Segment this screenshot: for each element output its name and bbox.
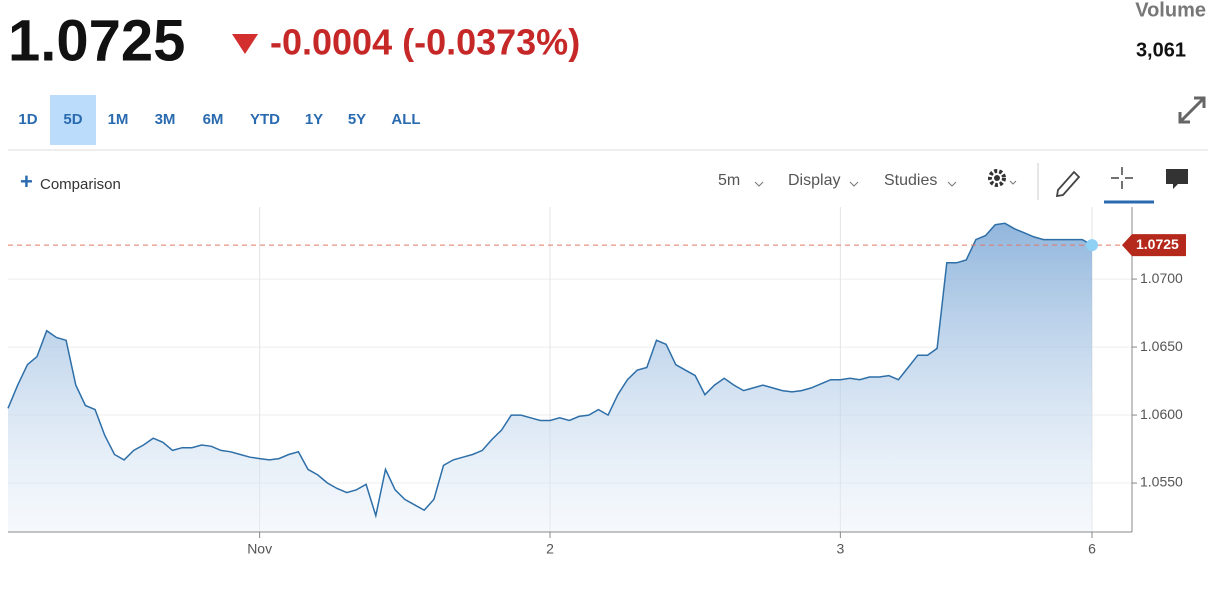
last-price-label: 1.0725 xyxy=(1136,236,1179,252)
range-button[interactable]: 1M xyxy=(108,111,129,128)
range-bar: 1D 5D 1M 3M 6M YTD 1Y 5Y ALL xyxy=(18,95,421,145)
display-button[interactable]: Display xyxy=(788,172,840,189)
down-arrow xyxy=(232,34,258,54)
price: 1.0725 xyxy=(8,8,185,73)
line xyxy=(7,222,1093,519)
y-tick-label: 1.0650 xyxy=(1140,338,1183,354)
volume: 3,061 xyxy=(1136,39,1186,61)
range-button[interactable]: ALL xyxy=(391,111,420,128)
y-tick-label: 1.0700 xyxy=(1140,270,1183,286)
interval-button[interactable]: 5m xyxy=(718,172,740,189)
chevron xyxy=(754,181,764,187)
expand-icon[interactable] xyxy=(1178,96,1206,124)
plus-icon[interactable]: + xyxy=(20,169,33,194)
settings-icon[interactable] xyxy=(988,169,1017,187)
range-button[interactable]: 6M xyxy=(203,111,224,128)
last-price-tag xyxy=(1122,234,1186,257)
chevron xyxy=(849,181,859,187)
studies-button[interactable]: Studies xyxy=(884,172,937,189)
last-point xyxy=(1086,239,1098,252)
comparison-button[interactable]: Comparison xyxy=(40,176,121,193)
draw-icon[interactable] xyxy=(1055,170,1081,198)
crosshair-icon[interactable] xyxy=(1111,167,1133,189)
comment-icon[interactable] xyxy=(1166,169,1188,189)
y-tick-label: 1.0600 xyxy=(1140,406,1183,422)
range-button[interactable]: 1Y xyxy=(305,111,323,128)
range-button[interactable]: 1D xyxy=(18,111,37,128)
volume-label: Volume xyxy=(1135,0,1206,21)
x-tick-label: Nov xyxy=(247,541,272,557)
selected-range-bg xyxy=(50,95,96,145)
area xyxy=(8,223,1092,533)
range-button[interactable]: 3M xyxy=(155,111,176,128)
chart: 1.0550 1.0600 1.0650 1.0700 Nov 2 3 6 1.0725 xyxy=(7,207,1186,557)
x-tick-label: 2 xyxy=(546,541,554,557)
x-tick-label: 6 xyxy=(1088,541,1096,557)
range-button[interactable]: 5D xyxy=(63,111,82,128)
chevron xyxy=(947,181,957,187)
x-tick-label: 3 xyxy=(836,541,844,557)
price-change: -0.0004 (-0.0373%) xyxy=(270,22,580,63)
y-tick-label: 1.0550 xyxy=(1140,474,1183,490)
range-button[interactable]: YTD xyxy=(250,111,280,128)
range-button[interactable]: 5Y xyxy=(348,111,366,128)
